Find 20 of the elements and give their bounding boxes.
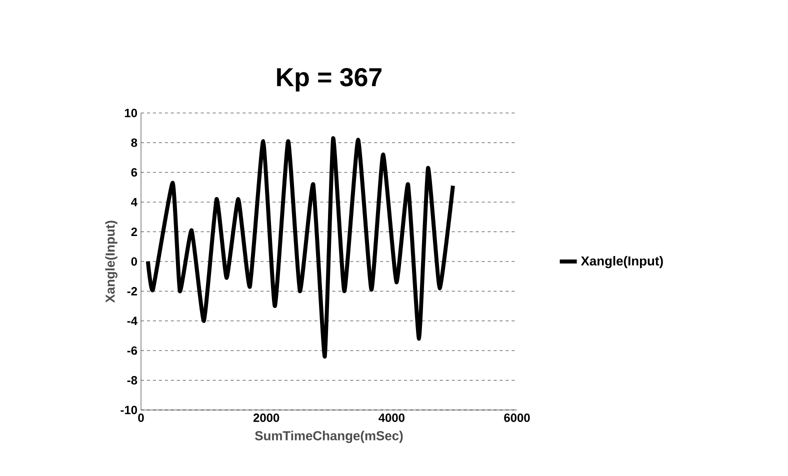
y-tick-label: 0: [131, 257, 137, 266]
line-series: [146, 136, 455, 359]
chart-title: Kp = 367: [277, 68, 382, 92]
y-tick-label: 2: [131, 228, 138, 236]
y-tick-label: 10: [124, 108, 137, 118]
y-axis-title: Xangle(Input): [105, 220, 118, 303]
y-tick-label: -4: [127, 316, 138, 325]
x-tick-label: 0: [138, 414, 144, 422]
y-tick-label: -8: [127, 376, 138, 385]
y-tick-label: 6: [131, 168, 138, 177]
legend-label: Xangle(Input): [580, 256, 663, 268]
x-tick-label: 6000: [504, 414, 530, 422]
y-tick-label: -10: [120, 406, 137, 414]
y-tick-label: -2: [127, 287, 138, 296]
x-tick-label: 2000: [253, 414, 280, 422]
y-tick-label: -6: [127, 346, 138, 355]
y-tick-label: 8: [131, 138, 138, 147]
y-tick-label: 4: [131, 198, 138, 206]
x-axis-title: SumTimeChange(mSec): [255, 430, 403, 443]
x-tick-label: 4000: [378, 414, 404, 422]
